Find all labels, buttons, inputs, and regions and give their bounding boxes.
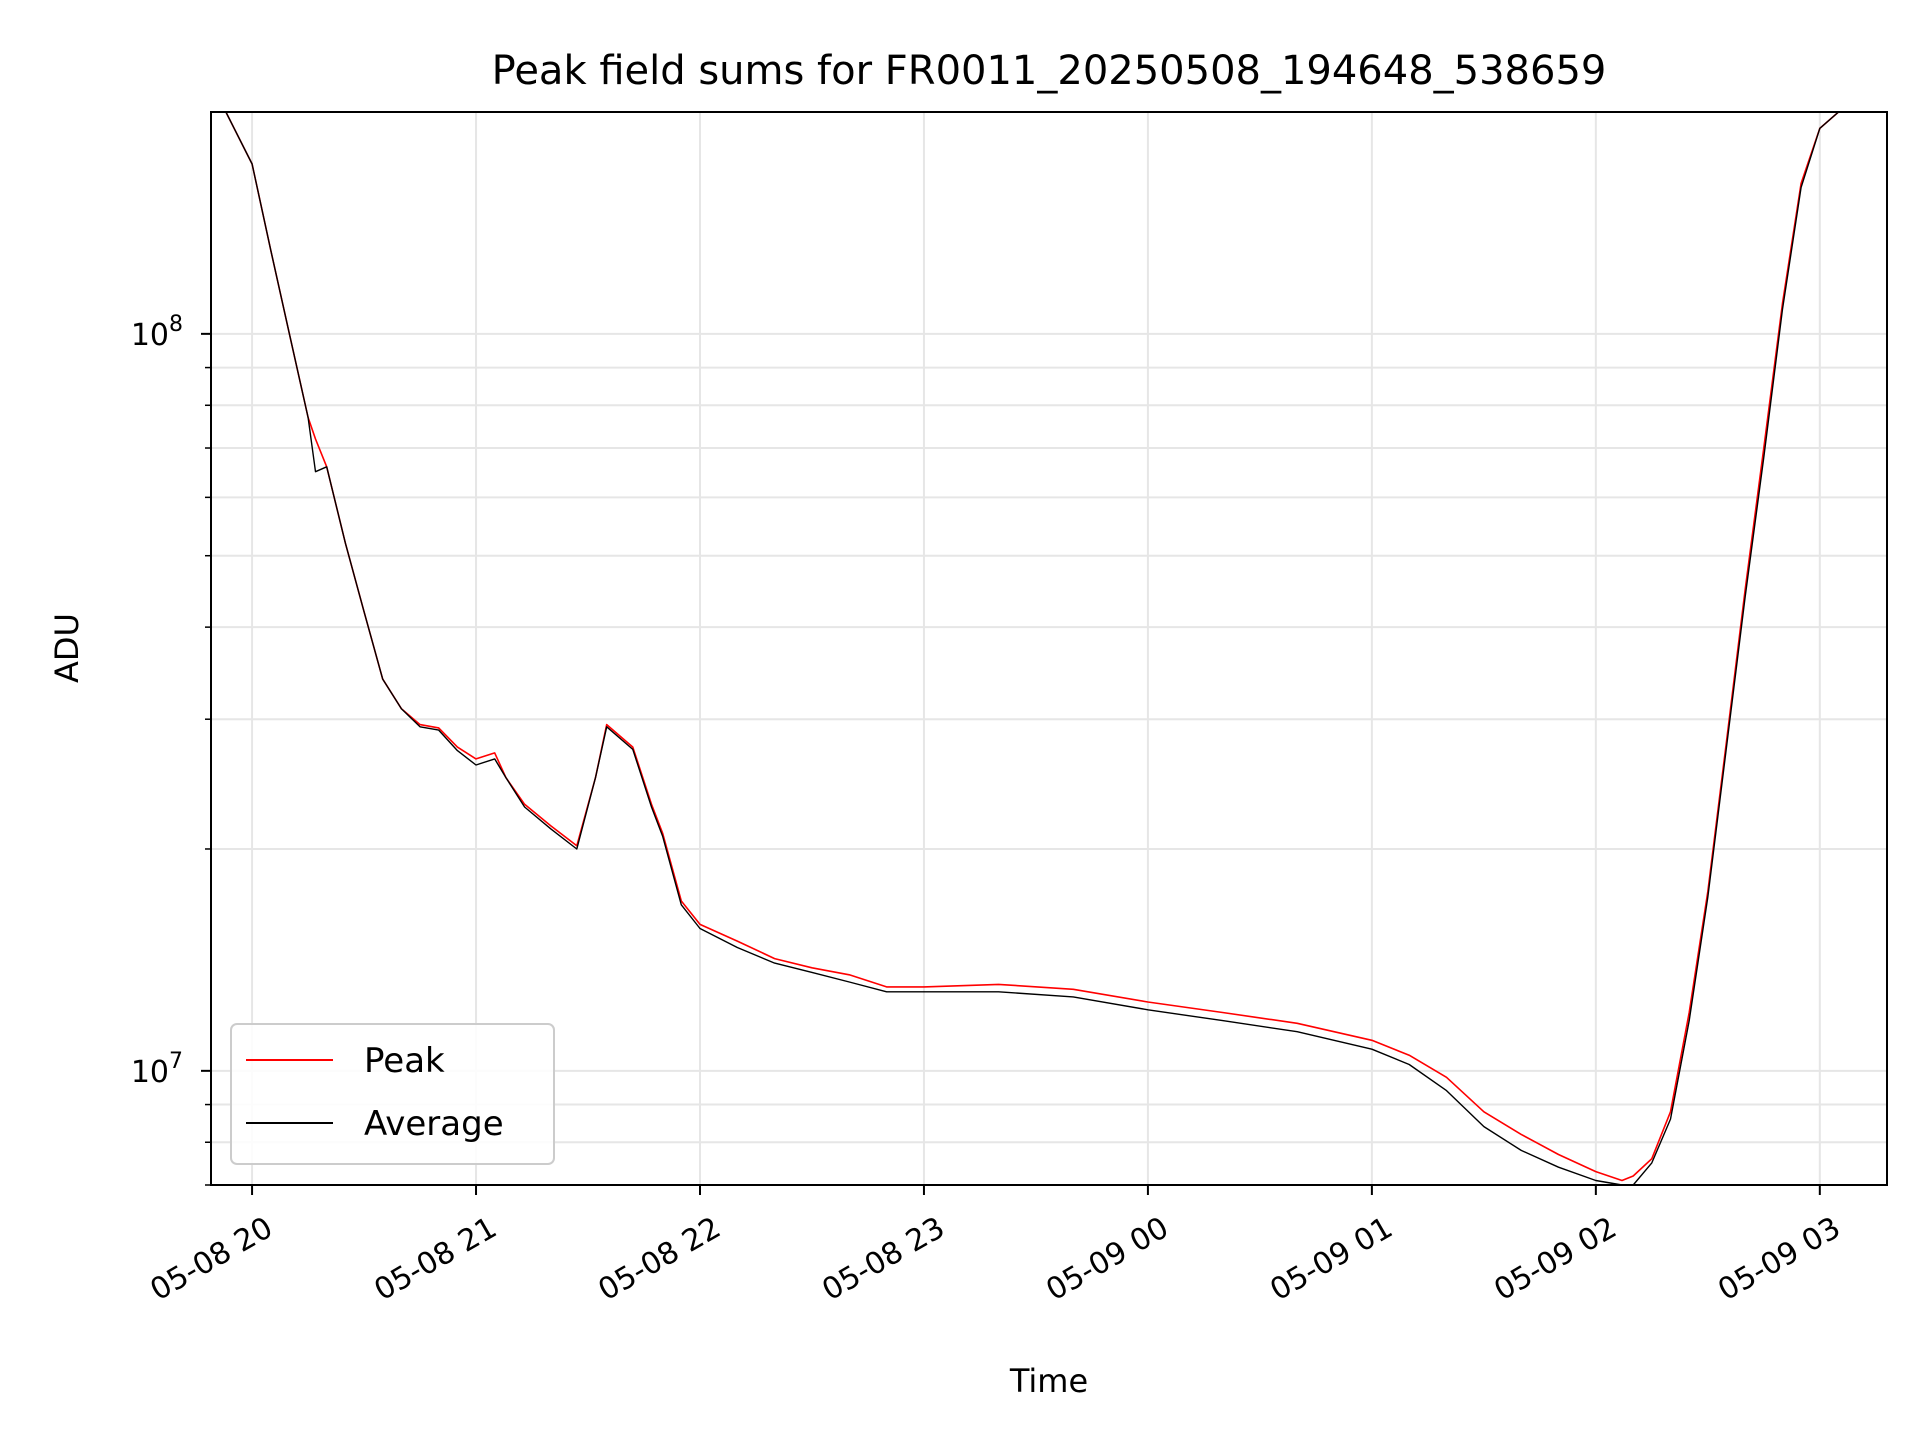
series-line-average: [225, 111, 1858, 1186]
legend-label-average: Average: [364, 1104, 504, 1144]
legend: Peak Average: [230, 1023, 555, 1165]
y-tick-label: 107: [131, 1049, 183, 1090]
chart-title: Peak field sums for FR0011_20250508_1946…: [492, 48, 1607, 94]
y-axis-ticks: 107 108: [131, 312, 211, 1186]
legend-label-peak: Peak: [364, 1041, 445, 1081]
plot-frame: [210, 111, 1888, 1186]
x-axis-title: Time: [1009, 1362, 1088, 1400]
y-tick-label: 108: [131, 312, 183, 353]
series-layer: [225, 111, 1858, 1186]
y-axis-title: ADU: [48, 613, 86, 683]
